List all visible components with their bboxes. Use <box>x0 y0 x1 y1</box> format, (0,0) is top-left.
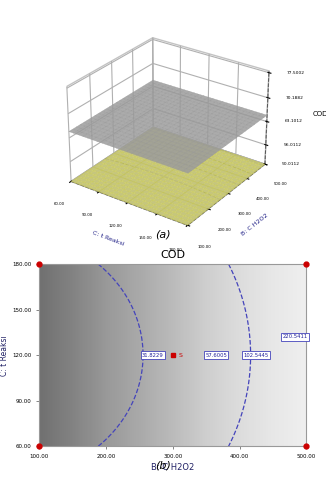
Text: 57.6005: 57.6005 <box>205 353 227 358</box>
Text: (a): (a) <box>155 229 171 240</box>
Title: COD: COD <box>160 251 185 261</box>
Text: 31.8229: 31.8229 <box>142 353 164 358</box>
Text: (b): (b) <box>155 460 171 470</box>
Text: 220.5411: 220.5411 <box>282 335 308 339</box>
X-axis label: C: t Reaksi: C: t Reaksi <box>91 230 125 247</box>
Text: S: S <box>178 353 182 358</box>
Y-axis label: B: C H2O2: B: C H2O2 <box>241 213 270 237</box>
X-axis label: B: C H2O2: B: C H2O2 <box>151 463 194 472</box>
Y-axis label: C: t Reaksi: C: t Reaksi <box>0 335 9 375</box>
Text: 102.5445: 102.5445 <box>244 353 269 358</box>
